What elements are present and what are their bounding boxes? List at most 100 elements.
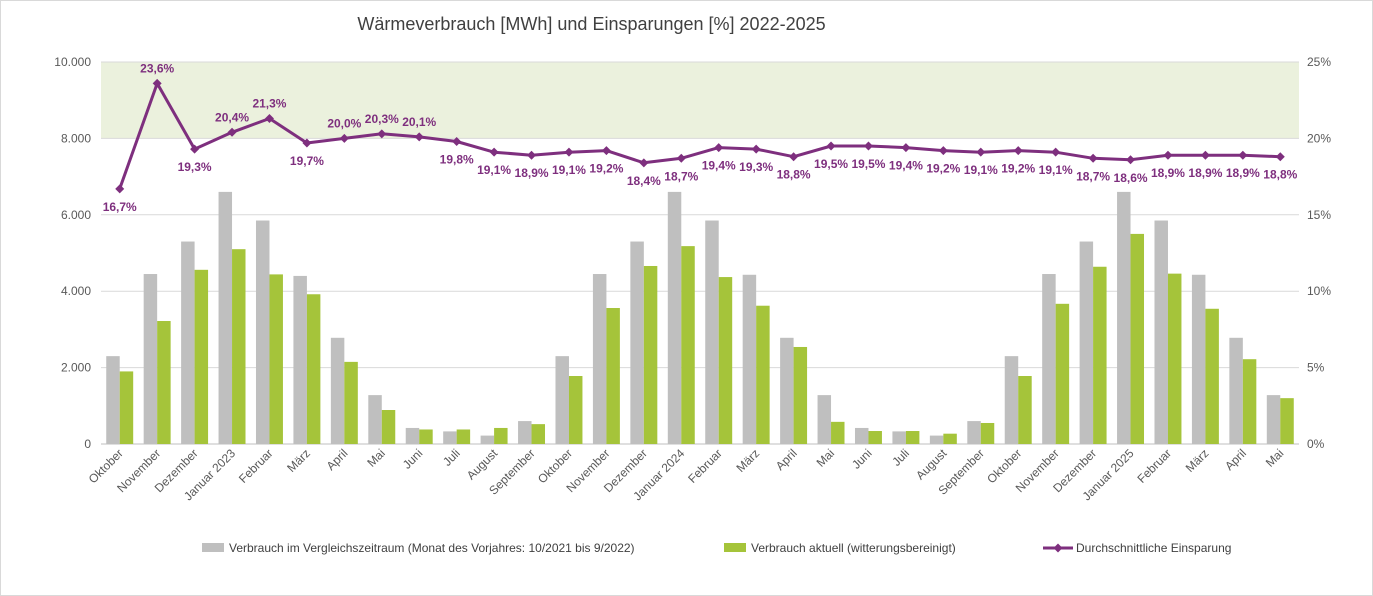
bar-comparison	[742, 274, 757, 444]
bar-current	[718, 277, 733, 444]
savings-data-label: 18,8%	[777, 168, 811, 182]
savings-marker	[714, 143, 724, 153]
savings-data-label: 20,3%	[365, 112, 399, 126]
bar-comparison	[518, 421, 532, 444]
bar-comparison	[330, 337, 345, 444]
savings-marker	[901, 143, 911, 153]
bar-current	[1242, 359, 1257, 444]
bar-current	[419, 429, 433, 444]
bar-comparison	[630, 241, 644, 444]
savings-data-label: 18,7%	[1076, 169, 1110, 183]
savings-marker	[826, 141, 836, 151]
bar-current	[1280, 398, 1294, 444]
savings-data-label: 19,3%	[739, 160, 773, 174]
y-axis-right: 0% 5% 10% 15% 20% 25%	[1307, 55, 1331, 451]
y-left-tick-label: 10.000	[54, 55, 91, 69]
y-left-tick-label: 8.000	[61, 131, 91, 145]
savings-data-label: 18,9%	[515, 166, 549, 180]
savings-marker	[1088, 153, 1098, 163]
savings-data-label: 19,8%	[440, 152, 474, 166]
savings-marker	[264, 114, 274, 124]
bar-comparison	[405, 427, 420, 444]
savings-marker	[302, 138, 312, 148]
bar-comparison	[705, 220, 719, 444]
savings-polyline	[118, 81, 1281, 190]
y-right-tick-label: 20%	[1307, 131, 1331, 145]
bar-current	[194, 269, 209, 444]
savings-marker	[564, 147, 574, 157]
bar-current	[905, 431, 920, 444]
savings-data-label: 18,9%	[1151, 166, 1185, 180]
bar-comparison	[368, 395, 382, 444]
savings-data-label: 19,3%	[178, 160, 212, 174]
savings-marker	[1200, 150, 1210, 160]
bar-current	[831, 421, 845, 444]
bar-comparison	[1191, 274, 1206, 444]
savings-marker	[527, 150, 537, 160]
legend-label-comparison: Verbrauch im Vergleichszeitraum (Monat d…	[229, 541, 635, 555]
bar-comparison	[892, 431, 906, 444]
bar-comparison	[817, 395, 832, 444]
bar-comparison	[1004, 356, 1019, 444]
bar-current	[793, 346, 808, 444]
bar-current	[756, 305, 770, 444]
bar-comparison	[1266, 395, 1281, 444]
y-left-tick-label: 2.000	[61, 361, 91, 375]
x-tick-label: Mai	[364, 446, 388, 470]
x-tick-label: Mai	[1263, 446, 1287, 470]
bar-comparison	[1154, 220, 1168, 444]
savings-marker	[190, 144, 200, 154]
bar-current	[1167, 273, 1182, 444]
bar-current	[643, 265, 658, 444]
x-tick-label: März	[284, 446, 313, 475]
x-tick-label: April	[324, 446, 351, 473]
x-tick-label: Juni	[849, 446, 874, 471]
y-right-tick-label: 15%	[1307, 208, 1331, 222]
savings-data-label: 19,2%	[589, 162, 623, 176]
bar-current	[531, 424, 546, 444]
savings-data-label: 18,7%	[664, 169, 698, 183]
legend-swatch-comparison	[202, 543, 224, 552]
bar-comparison	[255, 220, 270, 444]
savings-marker	[1126, 155, 1136, 165]
savings-marker	[789, 152, 799, 162]
savings-marker	[414, 132, 424, 142]
x-tick-label: März	[1183, 446, 1212, 475]
savings-data-label: 18,9%	[1226, 166, 1260, 180]
x-tick-label: Februar	[1134, 446, 1174, 486]
x-tick-label: August	[464, 446, 501, 483]
bar-current	[980, 422, 995, 444]
savings-data-label: 19,1%	[552, 163, 586, 177]
y-right-tick-label: 0%	[1307, 437, 1325, 451]
bar-comparison	[106, 356, 120, 444]
savings-marker	[1163, 150, 1173, 160]
x-tick-label: März	[734, 446, 763, 475]
savings-marker	[339, 133, 349, 143]
bar-current	[1018, 376, 1032, 444]
savings-marker	[489, 147, 499, 157]
savings-data-label: 16,7%	[103, 200, 137, 214]
savings-data-label: 19,5%	[814, 157, 848, 171]
x-tick-label: Mai	[814, 446, 838, 470]
bar-comparison	[929, 435, 944, 444]
chart-title: Wärmeverbrauch [MWh] und Einsparungen [%…	[357, 14, 826, 34]
savings-data-label: 18,6%	[1114, 171, 1148, 185]
legend-label-savings: Durchschnittliche Einsparung	[1076, 541, 1231, 555]
bar-current	[681, 246, 695, 444]
highlight-band-layer	[101, 62, 1299, 139]
savings-line	[115, 78, 1285, 194]
savings-marker	[227, 127, 237, 137]
savings-marker	[639, 158, 649, 168]
y-left-tick-label: 0	[84, 437, 91, 451]
y-right-tick-label: 10%	[1307, 284, 1331, 298]
savings-marker	[863, 141, 873, 151]
bar-current	[119, 371, 134, 444]
savings-data-label: 19,1%	[1039, 163, 1073, 177]
x-tick-label: April	[1222, 446, 1249, 473]
bar-comparison	[967, 421, 981, 444]
x-tick-label: Juli	[889, 446, 912, 469]
savings-data-label: 18,8%	[1263, 168, 1297, 182]
savings-marker	[976, 147, 986, 157]
